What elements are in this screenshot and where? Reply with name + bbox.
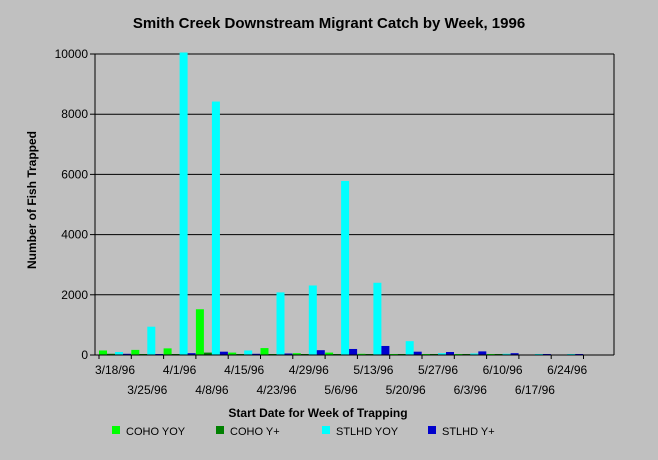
bar-stlhd-y- [381, 345, 390, 355]
bar-coho-yoy [163, 348, 172, 355]
bar-stlhd-yoy [341, 181, 350, 355]
x-tick-label: 3/25/96 [127, 383, 167, 397]
x-tick-label: 6/10/96 [483, 363, 523, 377]
y-axis-label: Number of Fish Trapped [25, 131, 39, 269]
bar-stlhd-yoy [115, 351, 123, 355]
y-tick-label: 4000 [61, 228, 88, 242]
x-tick-label: 4/23/96 [256, 383, 296, 397]
bar-stlhd-yoy [373, 282, 382, 355]
x-tick-label: 5/6/96 [324, 383, 358, 397]
legend: COHO YOY COHO Y+ STLHD YOY STLHD Y+ [112, 426, 495, 438]
bar-coho-yoy [99, 350, 107, 355]
bar-stlhd-y- [284, 353, 293, 355]
legend-label-coho-y-: COHO Y+ [230, 426, 280, 438]
x-tick-label: 6/3/96 [454, 383, 488, 397]
legend-label-stlhd-yoy: STLHD YOY [336, 426, 399, 438]
x-tick-label: 4/15/96 [224, 363, 264, 377]
bar-stlhd-y- [252, 353, 261, 355]
bar-coho-yoy [228, 352, 237, 355]
bar-stlhd-yoy [502, 353, 511, 355]
x-axis-label: Start Date for Week of Trapping [228, 406, 407, 420]
bar-stlhd-yoy [470, 353, 479, 355]
x-tick-label: 6/24/96 [547, 363, 587, 377]
bar-coho-y- [107, 353, 115, 355]
bar-coho-y- [203, 352, 212, 355]
bar-stlhd-y- [446, 351, 454, 355]
bar-stlhd-y- [187, 353, 196, 355]
bar-stlhd-y- [123, 353, 131, 355]
x-tick-label: 4/29/96 [289, 363, 329, 377]
bar-stlhd-y- [349, 348, 358, 355]
chart-title: Smith Creek Downstream Migrant Catch by … [133, 15, 525, 32]
bar-coho-yoy [195, 309, 204, 355]
legend-label-coho-yoy: COHO YOY [126, 426, 186, 438]
bar-stlhd-yoy [438, 353, 446, 355]
x-tick-label: 5/27/96 [418, 363, 458, 377]
y-tick-label: 8000 [61, 107, 88, 121]
y-tick-label: 10000 [55, 47, 89, 61]
y-tick-label: 2000 [61, 288, 88, 302]
legend-swatch-coho-y- [216, 426, 224, 434]
bar-coho-yoy [357, 353, 366, 355]
axes [94, 54, 615, 356]
bar-stlhd-yoy [211, 101, 220, 355]
bar-stlhd-yoy [179, 52, 188, 356]
bar-stlhd-yoy [308, 285, 317, 355]
bar-stlhd-y- [316, 350, 325, 355]
bar-coho-yoy [131, 349, 140, 355]
bar-stlhd-yoy [244, 350, 253, 355]
bar-stlhd-y- [510, 353, 519, 355]
legend-swatch-stlhd-y- [428, 426, 436, 434]
x-tick-label: 4/1/96 [163, 363, 197, 377]
legend-label-stlhd-y-: STLHD Y+ [442, 426, 495, 438]
bar-stlhd-yoy [276, 292, 285, 355]
bar-coho-yoy [325, 352, 334, 355]
bar-stlhd-yoy [405, 341, 414, 355]
bar-stlhd-yoy [147, 326, 156, 355]
bar-stlhd-y- [478, 351, 487, 355]
bar-coho-yoy [292, 353, 301, 355]
x-tick-label: 5/20/96 [386, 383, 426, 397]
y-tick-label: 0 [81, 348, 88, 362]
legend-swatch-coho-yoy [112, 426, 120, 434]
bar-stlhd-y- [413, 351, 422, 355]
x-tick-labels: 3/18/96 3/25/96 4/1/96 4/8/96 4/15/96 4/23/96… [95, 355, 588, 397]
bar-coho-yoy [260, 348, 269, 355]
y-tick-labels: 0 2000 4000 6000 8000 10000 [55, 47, 95, 362]
y-tick-label: 6000 [61, 167, 88, 181]
legend-swatch-stlhd-yoy [322, 426, 330, 434]
bar-stlhd-y- [219, 351, 228, 355]
x-tick-label: 4/8/96 [195, 383, 229, 397]
x-tick-label: 6/17/96 [515, 383, 555, 397]
x-tick-label: 5/13/96 [353, 363, 393, 377]
x-tick-label: 3/18/96 [95, 363, 135, 377]
